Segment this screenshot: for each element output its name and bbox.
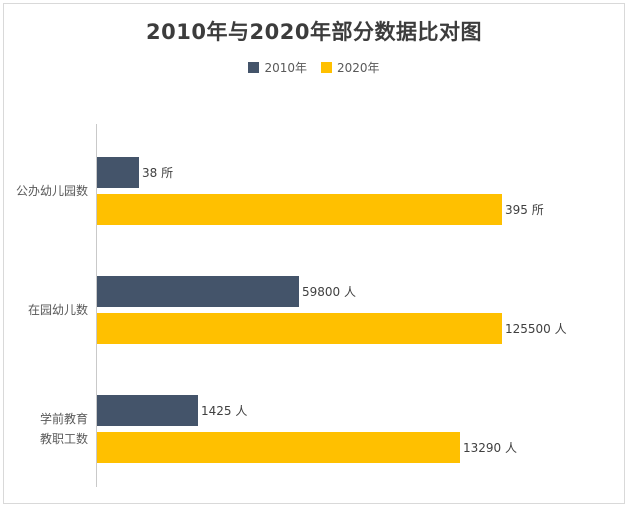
bar-2010年 bbox=[97, 276, 299, 307]
legend: 2010年 2020年 bbox=[4, 59, 624, 76]
data-label: 125500 人 bbox=[505, 322, 567, 336]
legend-swatch-icon bbox=[248, 61, 260, 73]
legend-item-2010年: 2010年 bbox=[248, 59, 307, 76]
data-label: 1425 人 bbox=[201, 404, 248, 418]
bar-row: 1425 人 bbox=[97, 395, 517, 426]
plot-area: 公办幼儿园数 38 所 395 所在园幼儿数 59800 人 125500 人学前教育教… bbox=[4, 124, 624, 487]
bar-group: 在园幼儿数 59800 人 125500 人 bbox=[4, 276, 624, 344]
bar-row: 395 所 bbox=[97, 194, 544, 225]
data-label: 38 所 bbox=[142, 166, 174, 180]
bar-2010年 bbox=[97, 157, 139, 188]
legend-swatch-icon bbox=[321, 61, 332, 73]
category-label: 公办幼儿园数 bbox=[4, 181, 96, 201]
legend-label: 2020年 bbox=[337, 60, 380, 75]
category-label-line: 学前教育 bbox=[39, 412, 88, 426]
bar-pair: 59800 人 125500 人 bbox=[97, 276, 567, 344]
bar-2020年 bbox=[97, 194, 502, 225]
category-label-line: 公办幼儿园数 bbox=[15, 184, 88, 198]
bar-row: 38 所 bbox=[97, 157, 544, 188]
category-label-line: 教职工数 bbox=[39, 432, 88, 446]
category-label: 学前教育 教职工数 bbox=[4, 409, 96, 449]
category-label: 在园幼儿数 bbox=[4, 300, 96, 320]
bar-row: 59800 人 bbox=[97, 276, 567, 307]
bar-pair: 38 所 395 所 bbox=[97, 157, 544, 225]
bar-group: 公办幼儿园数 38 所 395 所 bbox=[4, 157, 624, 225]
legend-item-2020年: 2020年 bbox=[321, 59, 380, 76]
chart-title: 2010年与2020年部分数据比对图 bbox=[146, 20, 482, 44]
legend-label: 2010年 bbox=[264, 60, 307, 75]
bar-2020年 bbox=[97, 313, 502, 344]
chart-card: 2010年与2020年部分数据比对图 2010年 2020年 公办幼儿园数 38 所… bbox=[3, 3, 625, 504]
data-label: 395 所 bbox=[505, 203, 544, 217]
data-label: 13290 人 bbox=[463, 441, 517, 455]
bar-group: 学前教育教职工数 1425 人 13290 人 bbox=[4, 395, 624, 463]
bar-2010年 bbox=[97, 395, 198, 426]
bar-row: 125500 人 bbox=[97, 313, 567, 344]
bar-2020年 bbox=[97, 432, 460, 463]
bar-pair: 1425 人 13290 人 bbox=[97, 395, 517, 463]
data-label: 59800 人 bbox=[302, 285, 356, 299]
category-label-line: 在园幼儿数 bbox=[27, 303, 88, 317]
bar-row: 13290 人 bbox=[97, 432, 517, 463]
